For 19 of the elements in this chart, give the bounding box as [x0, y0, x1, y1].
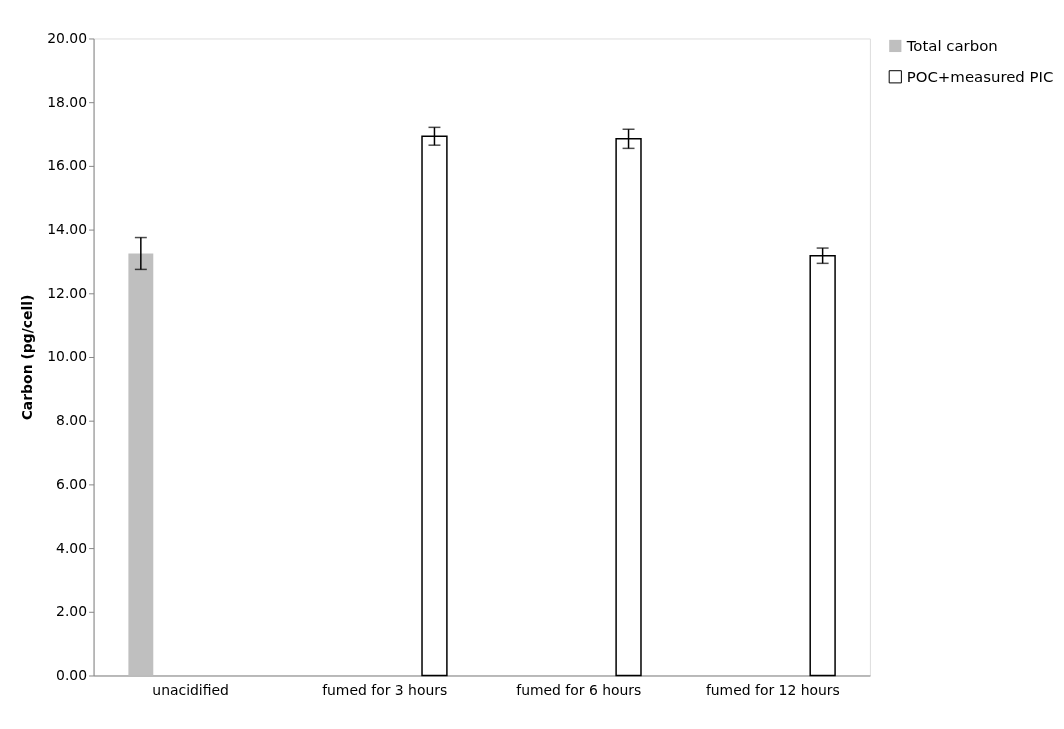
y-tick-label: 2.00 [56, 603, 88, 620]
y-tick-label: 8.00 [56, 412, 88, 429]
legend-label: Total carbon [905, 36, 998, 55]
y-tick-label: 0.00 [56, 666, 88, 683]
bar [128, 253, 154, 676]
y-tick-label: 12.00 [47, 284, 88, 301]
y-tick-label: 6.00 [56, 475, 88, 492]
y-tick-label: 4.00 [56, 539, 88, 556]
x-tick-label: fumed for 3 hours [322, 681, 448, 698]
y-tick-label: 18.00 [47, 93, 88, 110]
y-tick-label: 14.00 [47, 221, 88, 238]
y-tick-label: 20.00 [47, 29, 88, 46]
y-tick-label: 10.00 [47, 348, 88, 365]
y-axis-title: Carbon (pg/cell) [19, 294, 36, 421]
x-tick-label: fumed for 12 hours [705, 681, 840, 698]
legend-label: POC+measured PIC [906, 67, 1054, 86]
x-tick-label: unacidified [152, 681, 229, 698]
y-tick-label: 16.00 [47, 157, 88, 174]
x-tick-label: fumed for 6 hours [516, 681, 642, 698]
